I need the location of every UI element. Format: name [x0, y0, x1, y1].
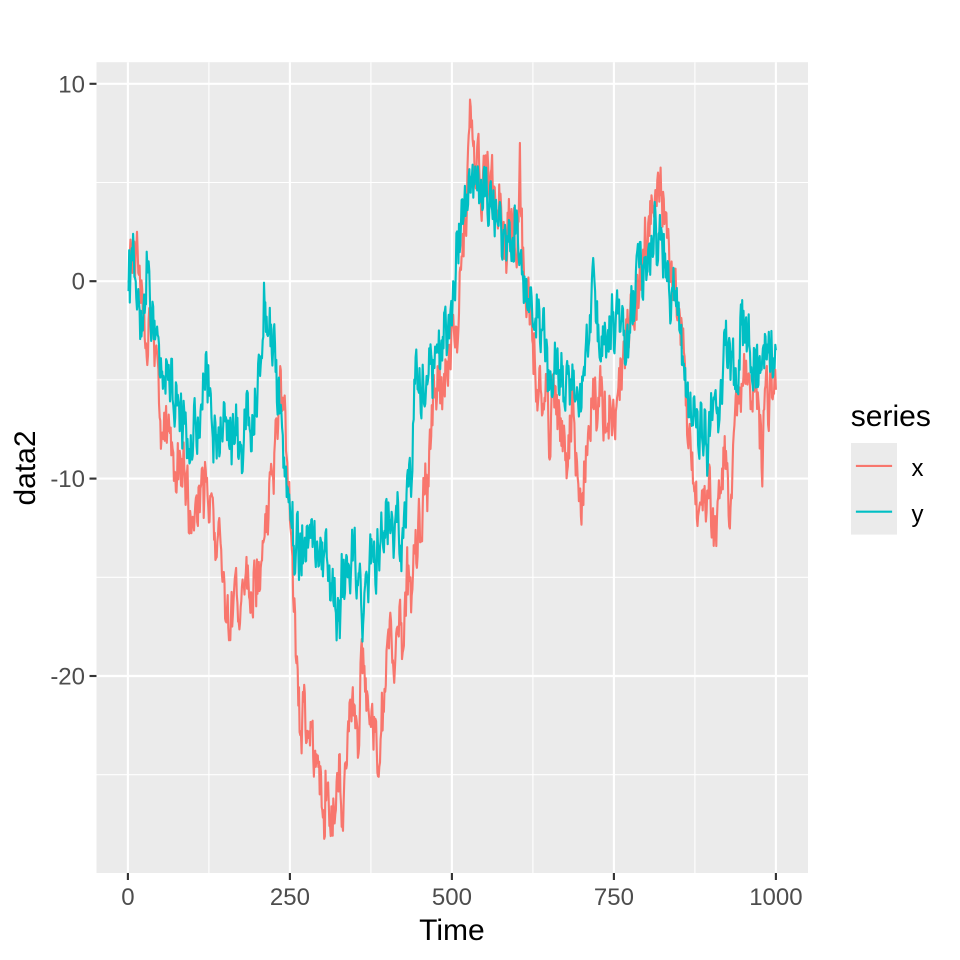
svg-text:Time: Time: [419, 914, 485, 947]
svg-text:-10: -10: [50, 466, 85, 493]
svg-text:data2: data2: [9, 430, 42, 505]
svg-text:x: x: [912, 455, 924, 482]
svg-text:0: 0: [72, 269, 85, 296]
svg-text:10: 10: [58, 71, 85, 98]
svg-text:1000: 1000: [749, 884, 802, 911]
svg-text:-20: -20: [50, 664, 85, 691]
svg-text:500: 500: [432, 884, 472, 911]
svg-text:y: y: [912, 501, 924, 528]
svg-text:series: series: [851, 400, 931, 433]
svg-text:750: 750: [594, 884, 634, 911]
svg-text:250: 250: [270, 884, 310, 911]
svg-text:0: 0: [121, 884, 134, 911]
